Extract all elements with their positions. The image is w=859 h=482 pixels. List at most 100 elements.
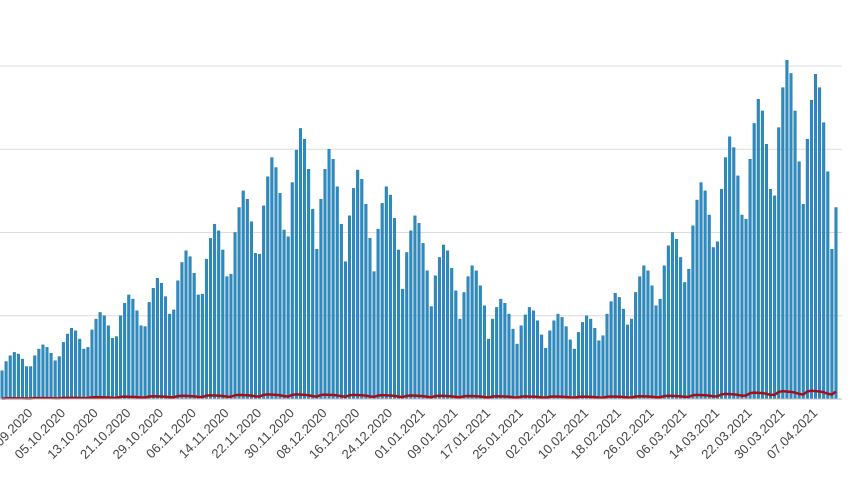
bar [245,198,249,400]
bar [589,318,593,400]
bar [503,303,507,400]
bar [45,347,49,400]
bar [544,348,548,400]
bar [531,310,535,400]
bar [106,325,110,400]
bar [135,310,139,400]
bar [572,348,576,400]
bar [37,348,41,400]
bar [180,262,184,400]
bar [57,356,61,400]
bar [442,244,446,400]
bar [744,218,748,400]
bar [527,307,531,400]
bar [204,258,208,400]
bar [826,171,830,400]
bar [102,315,106,400]
bar [376,228,380,400]
bar [209,238,213,400]
bar [360,179,364,400]
bar [499,298,503,400]
bar [70,328,74,400]
bar [478,285,482,400]
bar [625,324,629,400]
bar [822,122,826,400]
bar [233,232,237,400]
bar [110,338,114,400]
bar [740,214,744,400]
bar [159,283,163,400]
bar [548,330,552,400]
bar [270,157,274,400]
bar [176,280,180,400]
bar [98,312,102,400]
bar [53,360,57,400]
bar [4,361,8,400]
bar [139,325,143,400]
bar [213,223,217,400]
bar [266,176,270,400]
bar [307,169,311,400]
bar [789,73,793,400]
bar [303,139,307,400]
bar [274,167,278,400]
bar [638,276,642,400]
bar [262,205,266,400]
bar [413,215,417,400]
bar [515,343,519,400]
bar [752,123,756,400]
bar [715,241,719,400]
bar [315,248,319,400]
bar [392,218,396,400]
bar [458,318,462,400]
bar [200,293,204,400]
bar [437,257,441,400]
bar [409,230,413,400]
bar [397,249,401,400]
bar [82,348,86,400]
bar [703,190,707,400]
bar [670,232,674,400]
bar [335,186,339,400]
bar [797,161,801,400]
bar [617,297,621,400]
bar [777,127,781,400]
bar [25,366,29,400]
bar [311,208,315,400]
bar [760,110,764,400]
bar [49,353,53,400]
bar [184,250,188,400]
bar [343,261,347,400]
bar [253,253,257,400]
bar [642,265,646,400]
bar [450,268,454,400]
bar [707,214,711,400]
bar [474,270,478,400]
bar [593,328,597,400]
bar [695,199,699,400]
bar [147,302,151,400]
bar [356,169,360,400]
bar [192,273,196,400]
bar [675,238,679,400]
bar [119,315,123,400]
bar [756,99,760,400]
bar [0,370,4,400]
bar [732,147,736,400]
bar [552,320,556,400]
bar [217,230,221,400]
bar [188,256,192,400]
bar [809,99,813,400]
bar [699,182,703,400]
bar [86,347,90,400]
bar [601,335,605,400]
bar [818,87,822,400]
bar [491,318,495,400]
bar [221,249,225,400]
bar [384,186,388,400]
bar [74,330,78,400]
bar [78,338,82,400]
bar [229,273,233,400]
bar [687,268,691,400]
